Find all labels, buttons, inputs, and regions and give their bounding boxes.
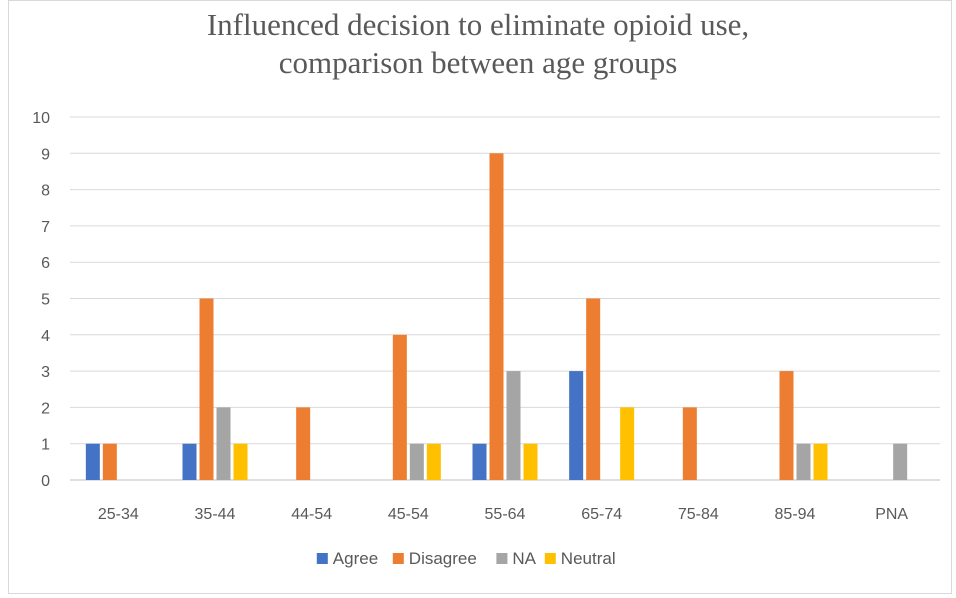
- bar-disagree-75-84: [682, 407, 697, 480]
- y-tick-label: 9: [41, 146, 50, 163]
- bar-agree-25-34: [85, 443, 100, 480]
- legend-swatch-neutral: [544, 553, 556, 564]
- chart-title-line-1: Influenced decision to eliminate opioid …: [206, 7, 750, 42]
- x-tick-label: 35-44: [195, 506, 236, 523]
- bar-disagree-55-64: [489, 153, 504, 481]
- bar-neutral-35-44: [233, 443, 248, 480]
- bar-agree-65-74: [569, 371, 584, 480]
- bar-neutral-55-64: [523, 443, 538, 480]
- chart-title: Influenced decision to eliminate opioid …: [0, 6, 956, 82]
- legend-swatch-disagree: [392, 553, 404, 564]
- legend-label-agree: Agree: [333, 549, 378, 568]
- bar-neutral-85-94: [813, 443, 828, 480]
- chart-area: [8, 0, 952, 594]
- bar-disagree-44-54: [296, 407, 311, 480]
- x-tick-label: 55-64: [485, 506, 526, 523]
- bar-na-45-54: [409, 443, 424, 480]
- x-tick-label: 44-54: [291, 506, 332, 523]
- bar-agree-55-64: [472, 443, 487, 480]
- bar-na-pna: [893, 443, 908, 480]
- y-tick-label: 5: [41, 292, 50, 309]
- y-tick-label: 6: [41, 255, 50, 272]
- y-tick-label: 3: [41, 364, 50, 381]
- y-tick-label: 10: [32, 110, 50, 127]
- x-tick-label: 25-34: [98, 506, 139, 523]
- bar-na-85-94: [796, 443, 811, 480]
- x-tick-label: 75-84: [678, 506, 719, 523]
- x-tick-label: 45-54: [388, 506, 429, 523]
- x-tick-label: 65-74: [581, 506, 622, 523]
- legend-label-neutral: Neutral: [561, 549, 616, 568]
- chart-title-line-2: comparison between age groups: [278, 45, 678, 80]
- bar-disagree-65-74: [586, 298, 601, 480]
- legend-swatch-agree: [316, 553, 328, 564]
- legend-label-na: NA: [512, 549, 536, 568]
- y-tick-label: 8: [41, 183, 50, 200]
- legend-label-disagree: Disagree: [409, 549, 477, 568]
- y-tick-label: 0: [41, 473, 50, 490]
- x-tick-label: PNA: [875, 506, 908, 523]
- x-tick-label: 85-94: [775, 506, 816, 523]
- bar-disagree-25-34: [102, 443, 117, 480]
- bar-disagree-45-54: [392, 334, 407, 480]
- y-tick-label: 4: [41, 328, 50, 345]
- bar-agree-35-44: [182, 443, 197, 480]
- bar-neutral-65-74: [620, 407, 635, 480]
- y-tick-label: 1: [41, 437, 50, 454]
- bar-na-35-44: [216, 407, 231, 480]
- legend-swatch-na: [496, 553, 508, 564]
- bar-disagree-85-94: [779, 371, 794, 480]
- bar-disagree-35-44: [199, 298, 214, 480]
- y-tick-label: 7: [41, 219, 50, 236]
- bar-na-55-64: [506, 371, 521, 480]
- y-tick-label: 2: [41, 400, 50, 417]
- bar-neutral-45-54: [426, 443, 441, 480]
